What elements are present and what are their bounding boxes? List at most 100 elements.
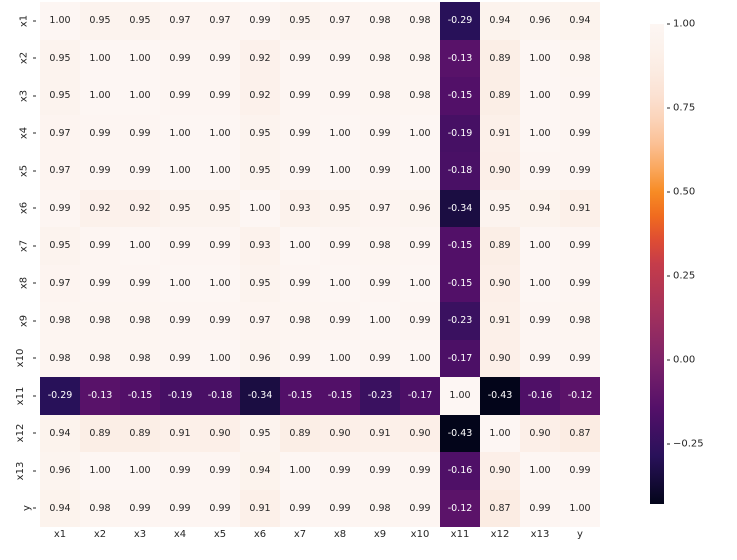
x-tick: x1 (54, 529, 66, 540)
heatmap-cell: 0.98 (120, 340, 160, 378)
cell-value: 0.99 (409, 504, 430, 514)
colorbar-tick-label: 0.50 (673, 186, 695, 197)
heatmap-cell: 0.99 (400, 452, 440, 490)
cell-value: 0.98 (49, 316, 70, 326)
heatmap-cell: 1.00 (360, 302, 400, 340)
cell-value: 0.99 (369, 354, 390, 364)
heatmap-cell: 0.99 (280, 77, 320, 115)
heatmap-cell: 0.98 (560, 40, 600, 78)
cell-value: 0.99 (529, 166, 550, 176)
heatmap-cell: 0.94 (240, 452, 280, 490)
heatmap-cell: 0.99 (320, 40, 360, 78)
cell-value: 0.99 (209, 316, 230, 326)
colorbar-area: −0.250.000.250.500.751.00 (650, 24, 720, 504)
x-tick-label: x1 (54, 529, 66, 540)
heatmap-cell: 0.99 (560, 265, 600, 303)
cell-value: -0.12 (448, 504, 473, 514)
cell-value: 0.98 (369, 54, 390, 64)
heatmap-cell: 0.99 (80, 152, 120, 190)
heatmap-cell: 0.94 (520, 190, 560, 228)
x-tick-label: x10 (411, 529, 430, 540)
cell-value: 0.94 (529, 204, 550, 214)
heatmap-cell: 0.99 (280, 115, 320, 153)
heatmap-cell: 0.97 (160, 2, 200, 40)
cell-value: 0.99 (129, 279, 150, 289)
heatmap-cell: 1.00 (160, 152, 200, 190)
cell-value: 1.00 (369, 316, 390, 326)
heatmap-cell: 0.98 (40, 340, 80, 378)
x-tick: x10 (411, 529, 430, 540)
cell-value: 0.98 (569, 316, 590, 326)
cell-value: 0.95 (249, 129, 270, 139)
colorbar-tick: 0.75 (667, 102, 695, 113)
cell-value: 0.99 (569, 354, 590, 364)
cell-value: 1.00 (409, 166, 430, 176)
cell-value: 0.95 (49, 54, 70, 64)
cell-value: 0.99 (89, 166, 110, 176)
cell-value: 0.95 (249, 166, 270, 176)
heatmap-cell: 0.99 (400, 490, 440, 528)
heatmap-cell: 0.99 (400, 227, 440, 265)
cell-value: 0.90 (489, 466, 510, 476)
heatmap-cell: 0.99 (240, 2, 280, 40)
y-tick: x13 (11, 465, 36, 476)
heatmap-cell: 1.00 (200, 340, 240, 378)
heatmap-cell: 1.00 (520, 40, 560, 78)
heatmap-cell: 1.00 (320, 265, 360, 303)
tick-mark (33, 245, 36, 246)
cell-value: 0.90 (489, 279, 510, 289)
cell-value: 0.97 (49, 279, 70, 289)
cell-value: 0.91 (569, 204, 590, 214)
cell-value: 0.98 (569, 54, 590, 64)
x-tick-label: y (577, 529, 583, 540)
cell-value: 0.99 (249, 16, 270, 26)
heatmap-cell: 0.87 (560, 415, 600, 453)
heatmap-cell: 1.00 (200, 265, 240, 303)
cell-value: 0.98 (89, 354, 110, 364)
cell-value: 0.91 (489, 129, 510, 139)
y-tick: x2 (18, 53, 36, 64)
cell-value: 0.99 (329, 316, 350, 326)
cell-value: 0.98 (409, 91, 430, 101)
cell-value: 0.99 (289, 129, 310, 139)
x-tick: x11 (451, 529, 470, 540)
heatmap-cell: 1.00 (560, 490, 600, 528)
heatmap-cell: 0.99 (520, 152, 560, 190)
cell-value: 1.00 (289, 466, 310, 476)
cell-value: -0.19 (168, 391, 193, 401)
cell-value: -0.23 (448, 316, 473, 326)
x-tick-label: x5 (214, 529, 226, 540)
cell-value: 0.91 (489, 316, 510, 326)
x-tick: x3 (134, 529, 146, 540)
x-tick: x4 (174, 529, 186, 540)
heatmap-cell: -0.15 (440, 77, 480, 115)
heatmap-cell: -0.19 (440, 115, 480, 153)
heatmap-cell: 0.99 (200, 490, 240, 528)
cell-value: 0.91 (369, 429, 390, 439)
cell-value: 0.89 (489, 91, 510, 101)
heatmap-cell: 0.98 (80, 340, 120, 378)
tick-mark (33, 208, 36, 209)
heatmap-cell: 0.92 (120, 190, 160, 228)
x-tick: x12 (491, 529, 510, 540)
cell-value: 0.89 (129, 429, 150, 439)
x-tick-label: x8 (334, 529, 346, 540)
y-tick-label: x10 (15, 349, 26, 368)
y-tick: x5 (18, 165, 36, 176)
heatmap-cell: 0.97 (40, 115, 80, 153)
y-tick: y (24, 503, 36, 514)
cell-value: 0.98 (289, 316, 310, 326)
tick-mark (667, 191, 670, 192)
cell-value: 1.00 (489, 429, 510, 439)
y-tick-label: x5 (18, 165, 29, 177)
cell-value: -0.43 (488, 391, 513, 401)
cell-value: -0.19 (448, 129, 473, 139)
y-tick: x3 (18, 90, 36, 101)
cell-value: 1.00 (49, 16, 70, 26)
cell-value: 0.93 (289, 204, 310, 214)
heatmap-cell: 0.99 (160, 77, 200, 115)
cell-value: 0.99 (369, 466, 390, 476)
y-tick: x4 (18, 128, 36, 139)
colorbar-tick-label: −0.25 (673, 438, 704, 449)
cell-value: 0.99 (89, 279, 110, 289)
